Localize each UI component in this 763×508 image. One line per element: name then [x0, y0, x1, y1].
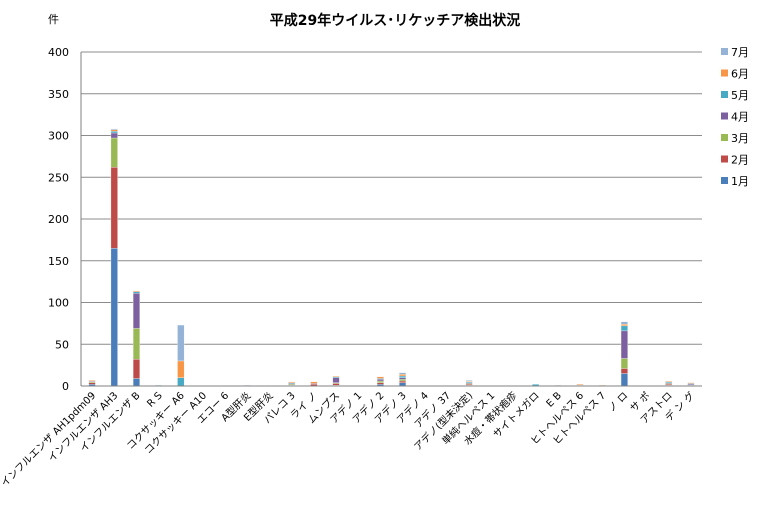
legend-label: 4月 [731, 111, 749, 124]
y-tick-label: 400 [48, 46, 69, 59]
bar-segment [665, 380, 673, 382]
x-tick-label: ノ ロ [606, 390, 630, 414]
y-axis-ticks: 0 50 100 150 200 250 300 350 400 [48, 46, 69, 393]
bar-segment [376, 376, 384, 379]
legend-label: 3月 [731, 132, 749, 145]
legend-label: 6月 [731, 68, 749, 81]
bar-segment [620, 368, 628, 374]
bar-segment [332, 383, 340, 386]
legend-label: 7月 [731, 46, 749, 59]
bar-segment [110, 132, 118, 139]
legend-swatch [721, 177, 728, 184]
bar-segment [687, 382, 695, 384]
bar-segment [132, 378, 140, 387]
x-tick-label: インフルエンザ AH1pdm09 [0, 390, 98, 490]
gridlines [81, 51, 702, 345]
bar-segment [399, 380, 407, 383]
legend-swatch [721, 91, 728, 98]
y-axis-unit-label: 件 [48, 13, 59, 26]
bar-segment [110, 129, 118, 132]
legend: 7月 6月 5月 4月 3月 2月 1月 [721, 46, 749, 188]
y-tick-label: 0 [62, 380, 69, 393]
bar-segment [399, 374, 407, 377]
bar-segment [177, 360, 185, 378]
bar-segment [132, 290, 140, 292]
legend-label: 2月 [731, 154, 749, 167]
bar-segment [399, 372, 407, 375]
bar-segment [132, 293, 140, 329]
bar-segment [620, 358, 628, 369]
bar-segment [620, 325, 628, 332]
axes [80, 52, 702, 387]
legend-label: 5月 [731, 89, 749, 102]
bar-segment [110, 167, 118, 249]
bar-segment [177, 377, 185, 387]
bar-segment [288, 381, 296, 383]
bar-segment [110, 128, 118, 130]
y-tick-label: 100 [48, 297, 69, 310]
y-tick-label: 300 [48, 130, 69, 143]
legend-swatch [721, 69, 728, 77]
chart-title: 平成29年ウイルス･リケッチア検出状況 [270, 12, 520, 29]
bars [88, 128, 695, 387]
bar-segment [332, 377, 340, 383]
bar-segment [332, 375, 340, 377]
bar-segment [620, 373, 628, 387]
bar-segment [310, 381, 318, 384]
bar-segment [399, 375, 407, 378]
bar-segment [399, 377, 407, 380]
bar-segment [132, 328, 140, 360]
bar-segment [376, 379, 384, 382]
bar-segment [177, 324, 185, 362]
bar-segment [132, 291, 140, 294]
bar-segment [399, 379, 407, 382]
y-tick-label: 200 [48, 213, 69, 226]
y-tick-label: 150 [48, 255, 69, 268]
bar-segment [110, 137, 118, 168]
bar-segment [110, 131, 118, 134]
legend-label: 1月 [731, 175, 749, 188]
bar-segment [376, 382, 384, 385]
y-tick-label: 50 [55, 338, 69, 351]
bar-segment [465, 380, 473, 382]
legend-swatch [721, 155, 728, 163]
bar-segment [376, 380, 384, 383]
legend-swatch [721, 48, 728, 55]
bar-segment [399, 382, 407, 387]
bar-segment [620, 321, 628, 325]
y-tick-label: 250 [48, 171, 69, 184]
bar-segment [132, 359, 140, 379]
legend-swatch [721, 112, 728, 120]
legend-swatch [721, 134, 728, 141]
bar-segment [88, 382, 96, 385]
y-tick-label: 350 [48, 88, 69, 101]
bar-segment [110, 248, 118, 387]
bar-segment [620, 324, 628, 327]
bar-segment [576, 384, 584, 386]
bar-segment [620, 330, 628, 359]
bar-segment [88, 380, 96, 382]
